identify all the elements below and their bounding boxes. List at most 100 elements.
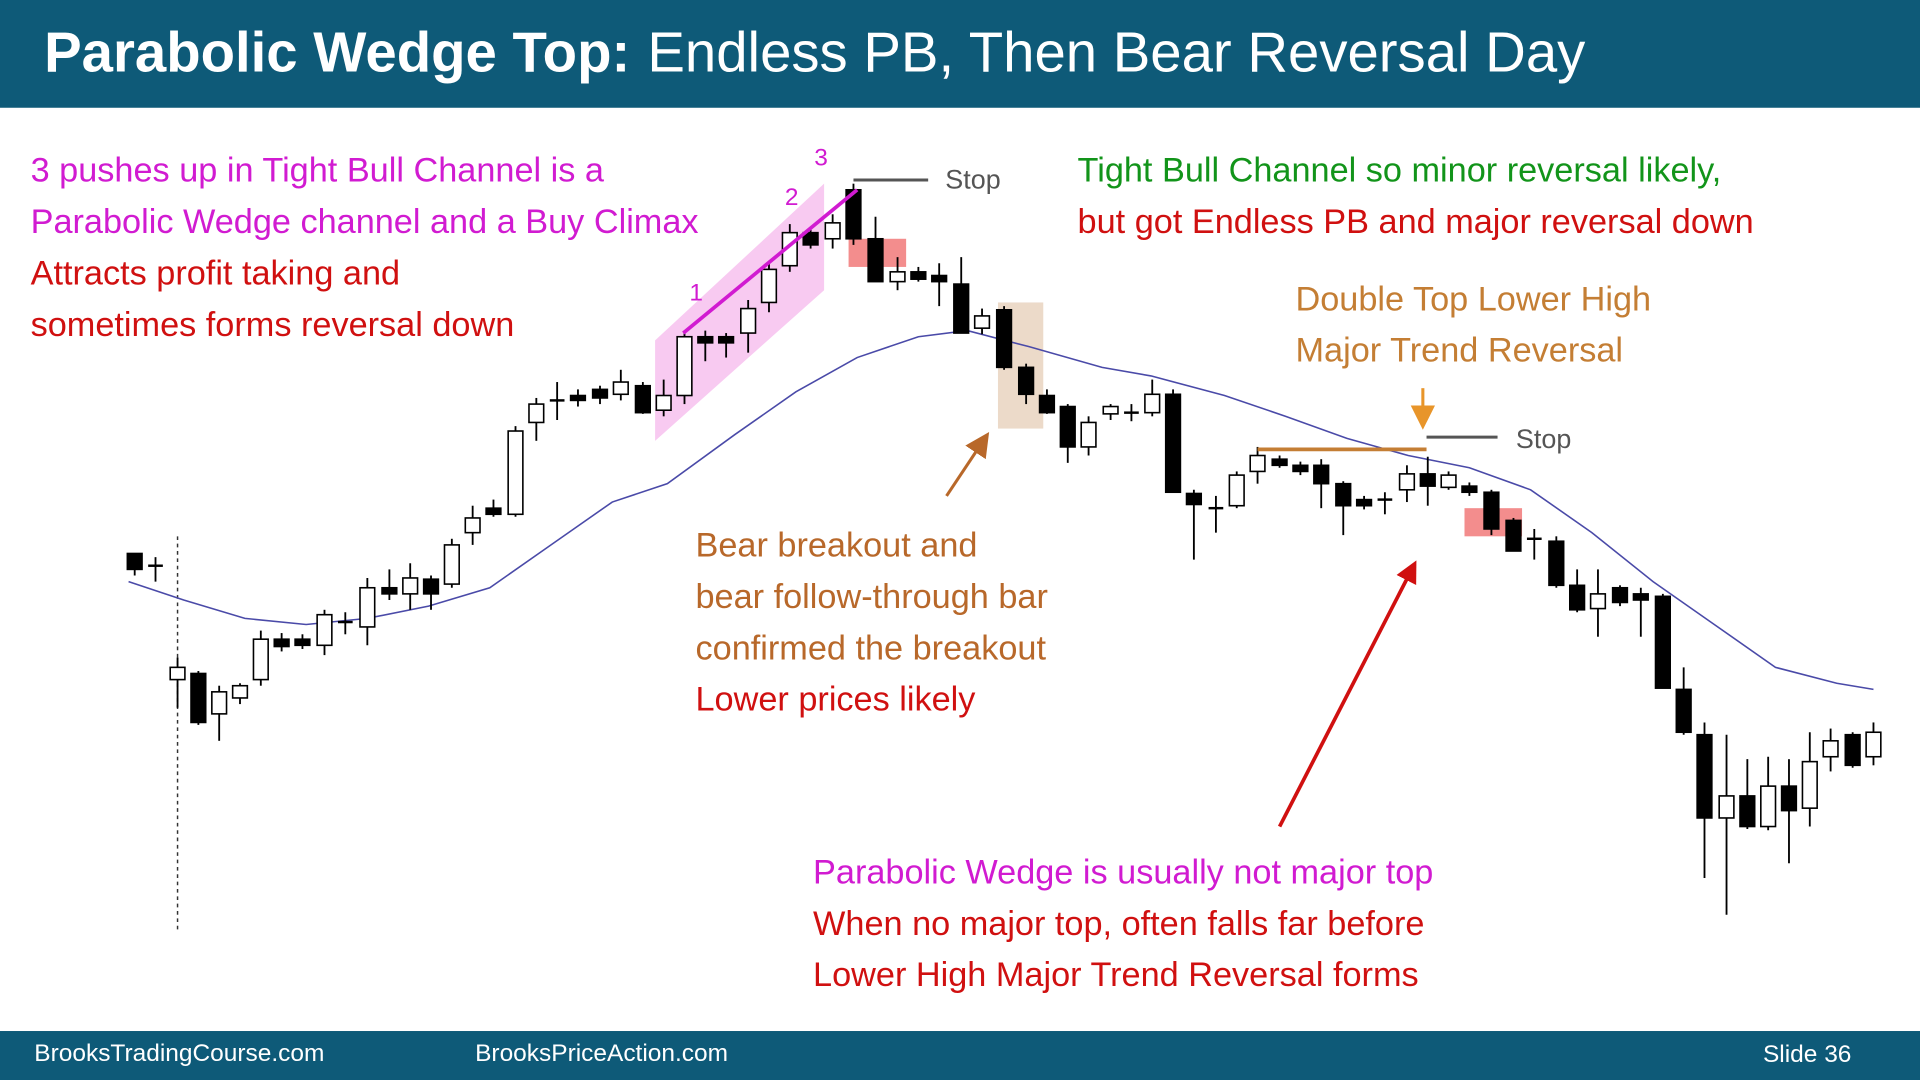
annotation: When no major top, often falls far befor… (813, 905, 1424, 943)
title-bold: Parabolic Wedge Top: (44, 20, 630, 83)
push-label: 3 (814, 145, 828, 172)
candle-body (1249, 454, 1266, 473)
candle-body (824, 222, 841, 240)
annotation: Bear breakout and (696, 526, 978, 564)
candle-body (995, 309, 1013, 369)
candle-body (1675, 688, 1692, 734)
candle-body (1185, 492, 1203, 506)
candle-body (1844, 733, 1861, 767)
candle-body (1780, 785, 1798, 812)
candle-body (634, 384, 651, 414)
candle-body (973, 315, 991, 329)
candle-body (1505, 519, 1522, 552)
candle-body (1080, 421, 1097, 448)
candle-body (931, 274, 948, 283)
footer-bar (0, 1031, 1920, 1080)
candle-body (1696, 733, 1713, 819)
candle-body (1398, 473, 1416, 491)
candle-body (910, 271, 927, 280)
footer-link: BrooksTradingCourse.com (34, 1040, 324, 1067)
candle-body (1059, 405, 1076, 448)
candle-body (1760, 785, 1777, 828)
candle-body (1822, 740, 1839, 758)
candle-body (740, 307, 757, 334)
candle-body (294, 638, 311, 647)
candle-body (252, 638, 269, 681)
candle-body (422, 578, 440, 595)
candle-body (190, 672, 207, 724)
candle-body (655, 394, 672, 412)
candle-body (1228, 474, 1245, 507)
candle-body (359, 586, 376, 628)
candle-body (676, 335, 693, 397)
candle-body (316, 613, 333, 647)
candle-body (1739, 795, 1756, 828)
candle-body (1144, 393, 1161, 414)
candle-body (211, 691, 228, 715)
candle-body (1718, 795, 1735, 819)
candle-body (1548, 540, 1565, 587)
candle-body (1102, 405, 1119, 415)
candle-body (1355, 498, 1373, 507)
price-chart (126, 183, 1882, 934)
candle-body (273, 638, 290, 648)
candle-body (464, 517, 481, 534)
candle-body (1483, 491, 1500, 530)
candle-body (1017, 366, 1035, 396)
candle-body (717, 335, 735, 344)
title: Parabolic Wedge Top: Endless PB, Then Bea… (44, 20, 1586, 83)
candle-body (1292, 464, 1309, 473)
candle-body (1419, 473, 1436, 487)
push-label: 1 (689, 279, 703, 306)
candle-body (1611, 586, 1629, 604)
candle-body (697, 335, 714, 344)
title-rest: Endless PB, Then Bear Reversal Day (647, 20, 1586, 83)
candle-body (612, 381, 629, 396)
candle-body (507, 430, 524, 516)
slide-number: Slide 36 (1763, 1041, 1851, 1068)
candle-body (569, 394, 587, 402)
candle-body (1313, 464, 1330, 485)
candle-body (591, 388, 609, 399)
annotation: confirmed the breakout (696, 629, 1047, 667)
stop-label: Stop (1516, 424, 1571, 454)
annotation: Lower prices likely (696, 681, 977, 719)
annotation: Major Trend Reversal (1296, 332, 1624, 370)
candle-body (845, 189, 862, 240)
candle-body (528, 403, 545, 424)
annotation: Double Top Lower High (1296, 280, 1652, 318)
candle-body (1164, 393, 1182, 494)
candle-body (169, 666, 186, 681)
arrow (945, 432, 990, 497)
candle-body (802, 231, 819, 246)
annotation: Parabolic Wedge channel and a Buy Climax (31, 203, 699, 241)
header-bar (0, 0, 1920, 108)
candle-body (1569, 584, 1586, 611)
candle-body (1654, 595, 1671, 689)
candle-body (1271, 458, 1288, 467)
annotation: bear follow-through bar (696, 578, 1048, 616)
candle-body (1440, 474, 1457, 489)
candle-body (1461, 485, 1478, 494)
annotation: but got Endless PB and major reversal do… (1078, 203, 1754, 241)
candle-body (1335, 482, 1352, 507)
annotation: Lower High Major Trend Reversal forms (813, 956, 1419, 994)
candle-body (381, 586, 398, 595)
annotation: 3 pushes up in Tight Bull Channel is a (31, 152, 605, 190)
arrow (1277, 560, 1417, 828)
candle-body (1038, 394, 1056, 414)
candle-body (1801, 760, 1818, 809)
candle-body (1632, 593, 1649, 601)
candle-body (953, 283, 970, 334)
annotation: Tight Bull Channel so minor reversal lik… (1078, 152, 1722, 190)
wedge-line (682, 188, 859, 335)
candle-body (1589, 593, 1607, 610)
footer-link: BrooksPriceAction.com (475, 1040, 728, 1067)
stop-label: Stop (945, 164, 1000, 194)
annotation: sometimes forms reversal down (31, 306, 515, 344)
annotation: Parabolic Wedge is usually not major top (813, 853, 1433, 891)
candle-body (889, 271, 906, 283)
candle-body (126, 552, 143, 571)
